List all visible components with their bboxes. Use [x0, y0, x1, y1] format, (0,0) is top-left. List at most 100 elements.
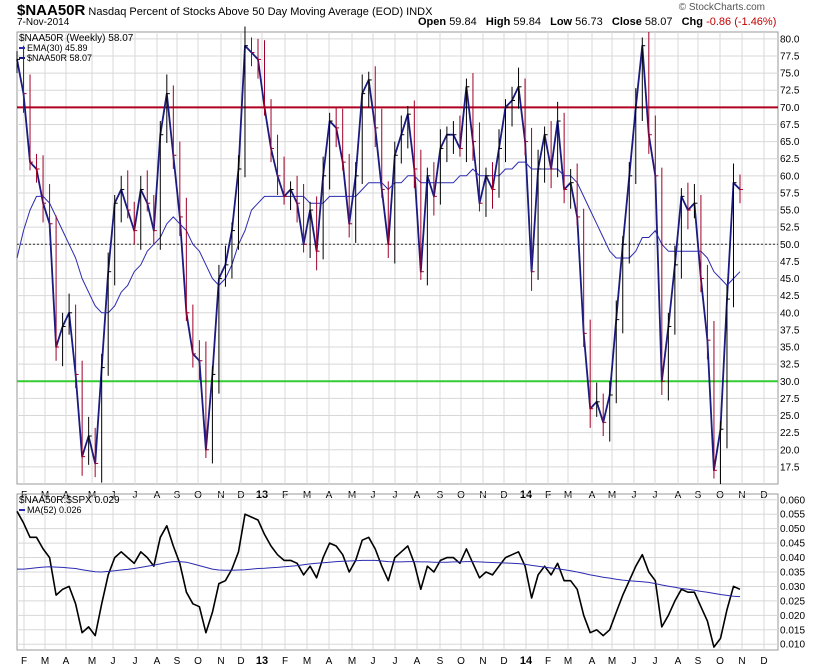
p1-y-tick-label: 70.0 [780, 103, 800, 114]
p2-x-tick-label: S [174, 656, 181, 667]
p2-x-tick-label: F [21, 656, 27, 667]
p2-x-tick-label: J [653, 656, 658, 667]
close-label: Close [611, 16, 642, 28]
p1-series-line-0 [16, 44, 741, 472]
p1-y-tick-label: 22.5 [780, 428, 800, 439]
p2-y-tick-label: 0.045 [780, 539, 805, 550]
p1-y-tick-label: 40.0 [780, 308, 800, 319]
p1-y-tick-label: 67.5 [780, 120, 800, 131]
p2-y-tick-label: 0.015 [780, 625, 805, 636]
chg-value: -0.86 (-1.46%) [706, 16, 777, 28]
p2-x-tick-label: J [371, 656, 376, 667]
symbol: $NAA50R [17, 2, 86, 19]
p1-y-tick-label: 42.5 [780, 291, 800, 302]
p2-y-tick-label: 0.050 [780, 524, 805, 535]
p2-x-tick-label: M [564, 656, 572, 667]
description: Nasdaq Percent of Stocks Above 50 Day Mo… [88, 6, 404, 18]
p1-y-tick-label: 72.5 [780, 86, 800, 97]
p2-x-tick-label: A [154, 656, 161, 667]
p2-x-tick-label: M [303, 656, 311, 667]
p2-x-tick-label: O [457, 656, 465, 667]
open-label: Open [418, 16, 447, 28]
p1-legend-title: $NAA50R (Weekly) 58.07 [19, 33, 134, 44]
ohlc-readout: Open 59.84 High 59.84 Low 56.73 Close 58… [418, 16, 776, 28]
p1-series-line-1 [16, 161, 741, 314]
p1-y-tick-label: 45.0 [780, 274, 800, 285]
p2-x-tick-label: N [738, 656, 745, 667]
p2-x-tick-label: M [41, 656, 49, 667]
p2-y-tick-label: 0.010 [780, 640, 805, 651]
p1-y-tick-label: 25.0 [780, 411, 800, 422]
p1-y-tick-label: 65.0 [780, 137, 800, 148]
p2-x-tick-label: M [88, 656, 96, 667]
p1-y-tick-label: 57.5 [780, 188, 800, 199]
p1-y-tick-label: 35.0 [780, 343, 800, 354]
p2-x-tick-label: A [63, 656, 70, 667]
p2-y-tick-label: 0.060 [780, 495, 805, 506]
p1-y-tick-label: 80.0 [780, 34, 800, 45]
p1-y-tick-label: 17.5 [780, 462, 800, 473]
high-label: High [485, 16, 511, 28]
p1-y-tick-label: 37.5 [780, 325, 800, 336]
p2-x-tick-label: 14 [520, 655, 533, 667]
close-value: 58.07 [644, 16, 673, 28]
p2-y-tick-label: 0.030 [780, 582, 805, 593]
p1-y-tick-label: 32.5 [780, 360, 800, 371]
header-title: $NAA50R Nasdaq Percent of Stocks Above 5… [17, 2, 432, 19]
chart-date: 7-Nov-2014 [17, 17, 70, 28]
p2-y-tick-label: 0.020 [780, 611, 805, 622]
p2-x-tick-label: O [716, 656, 724, 667]
p2-x-tick-label: F [545, 656, 551, 667]
p2-x-tick-label: A [589, 656, 596, 667]
p1-y-tick-label: 27.5 [780, 394, 800, 405]
p1-y-tick-label: 50.0 [780, 240, 800, 251]
p2-y-tick-label: 0.055 [780, 510, 805, 521]
p2-x-tick-label: O [194, 656, 202, 667]
p1-y-tick-label: 30.0 [780, 377, 800, 388]
p2-x-tick-label: D [760, 656, 767, 667]
p1-y-tick-label: 75.0 [780, 69, 800, 80]
p1-y-tick-label: 47.5 [780, 257, 800, 268]
p1-legend-label: EMA(30) 45.89 [27, 43, 88, 53]
p2-y-tick-label: 0.040 [780, 553, 805, 564]
p1-y-tick-label: 52.5 [780, 223, 800, 234]
chg-label: Chg [681, 16, 703, 28]
p2-x-tick-label: J [133, 656, 138, 667]
brand-mark: © StockCharts.com [678, 2, 765, 13]
open-value: 59.84 [449, 16, 477, 28]
p1-y-tick-label: 60.0 [780, 171, 800, 182]
p2-legend-label: MA(52) 0.026 [27, 505, 82, 515]
p1-y-tick-label: 20.0 [780, 445, 800, 456]
low-value: 56.73 [575, 16, 603, 28]
p2-x-tick-label: J [111, 656, 116, 667]
exchange: INDX [406, 6, 433, 18]
p2-y-tick-label: 0.025 [780, 596, 805, 607]
p2-x-tick-label: M [608, 656, 616, 667]
p2-x-tick-label: N [217, 656, 224, 667]
p1-y-tick-label: 55.0 [780, 206, 800, 217]
p2-x-tick-label: A [414, 656, 421, 667]
p1-legend-label: $NAA50R 58.07 [27, 53, 92, 63]
low-label: Low [550, 16, 573, 28]
p2-x-tick-label: J [632, 656, 637, 667]
p2-x-tick-label: J [393, 656, 398, 667]
p2-legend-title: $NAA50R:$SPX 0.029 [19, 495, 120, 506]
p2-x-tick-label: A [675, 656, 682, 667]
p1-frame [16, 31, 779, 485]
high-value: 59.84 [513, 16, 541, 28]
p2-x-tick-label: N [479, 656, 486, 667]
p2-x-tick-label: M [348, 656, 356, 667]
p2-x-tick-label: F [282, 656, 288, 667]
p2-x-tick-label: A [326, 656, 333, 667]
p2-x-tick-label: 13 [256, 655, 268, 667]
p2-x-tick-label: D [500, 656, 507, 667]
p1-y-tick-label: 62.5 [780, 154, 800, 165]
p2-x-tick-label: S [437, 656, 444, 667]
p2-series-line-1 [17, 559, 741, 598]
p2-y-tick-label: 0.035 [780, 568, 805, 579]
p2-series-line-0 [16, 510, 741, 648]
p2-x-tick-label: D [237, 656, 244, 667]
p2-x-tick-label: S [695, 656, 702, 667]
p1-y-tick-label: 77.5 [780, 51, 800, 62]
